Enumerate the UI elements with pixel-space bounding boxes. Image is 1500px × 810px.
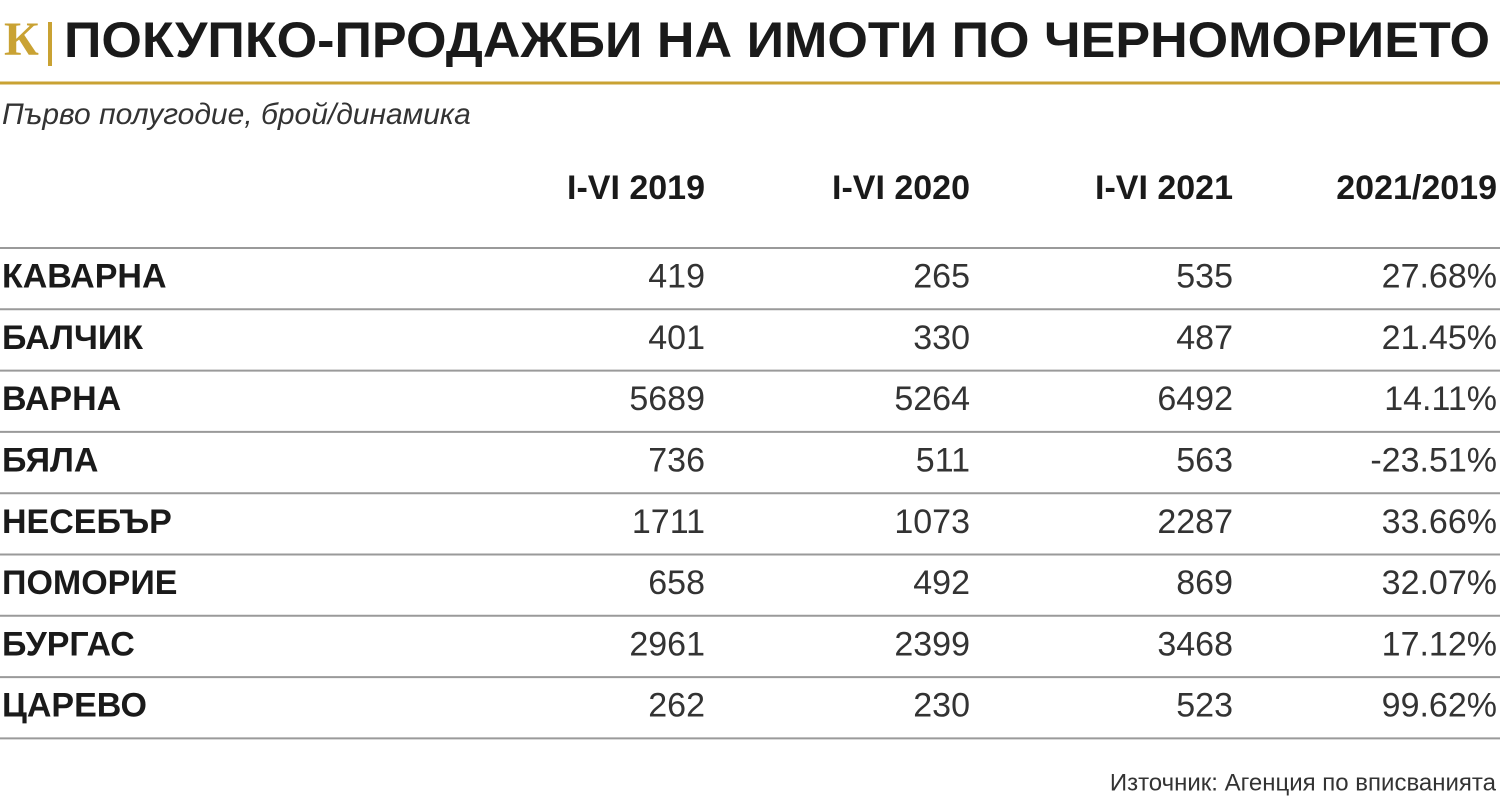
- cell-value: 419: [648, 258, 705, 296]
- column-header: I-VI 2020: [832, 169, 970, 207]
- cell-value: 658: [648, 564, 705, 602]
- cell-value: 5264: [894, 380, 970, 418]
- cell-value: 1073: [894, 503, 970, 541]
- cell-value: 2961: [629, 625, 705, 663]
- cell-value: 869: [1176, 564, 1233, 602]
- cell-value: 27.68%: [1382, 258, 1497, 296]
- row-name: ЦАРЕВО: [2, 687, 147, 725]
- cell-value: 330: [913, 319, 970, 357]
- row-name: БАЛЧИК: [2, 319, 143, 357]
- cell-value: 511: [916, 442, 970, 480]
- cell-value: 2287: [1157, 503, 1233, 541]
- cell-value: 14.11%: [1384, 380, 1497, 418]
- subtitle: Първо полугодие, брой/динамика: [2, 98, 471, 131]
- cell-value: -23.51%: [1370, 442, 1497, 480]
- column-header: I-VI 2019: [567, 169, 705, 207]
- cell-value: 230: [913, 687, 970, 725]
- logo: К: [4, 13, 39, 66]
- cell-value: 523: [1176, 687, 1233, 725]
- cell-value: 3468: [1157, 625, 1233, 663]
- cell-value: 487: [1176, 319, 1233, 357]
- cell-value: 1711: [632, 503, 705, 541]
- cell-value: 33.66%: [1382, 503, 1497, 541]
- cell-value: 6492: [1157, 380, 1233, 418]
- cell-value: 17.12%: [1382, 625, 1497, 663]
- source: Източник: Агенция по вписванията: [1110, 769, 1497, 796]
- row-name: НЕСЕБЪР: [2, 503, 172, 541]
- cell-value: 32.07%: [1382, 564, 1497, 602]
- cell-value: 2399: [894, 625, 970, 663]
- cell-value: 21.45%: [1382, 319, 1497, 357]
- cell-value: 262: [648, 687, 705, 725]
- column-header: I-VI 2021: [1095, 169, 1233, 207]
- cell-value: 265: [913, 258, 970, 296]
- row-name: КАВАРНА: [2, 258, 167, 296]
- cell-value: 736: [648, 442, 705, 480]
- cell-value: 5689: [629, 380, 705, 418]
- cell-value: 535: [1176, 258, 1233, 296]
- row-name: БЯЛА: [2, 442, 98, 480]
- cell-value: 99.62%: [1382, 687, 1497, 725]
- row-name: ВАРНА: [2, 380, 121, 418]
- cell-value: 563: [1176, 442, 1233, 480]
- row-name: БУРГАС: [2, 625, 135, 663]
- cell-value: 401: [648, 319, 705, 357]
- cell-value: 492: [913, 564, 970, 602]
- row-name: ПОМОРИЕ: [2, 564, 177, 602]
- title: ПОКУПКО-ПРОДАЖБИ НА ИМОТИ ПО ЧЕРНОМОРИЕТ…: [64, 12, 1490, 68]
- column-header: 2021/2019: [1336, 169, 1497, 207]
